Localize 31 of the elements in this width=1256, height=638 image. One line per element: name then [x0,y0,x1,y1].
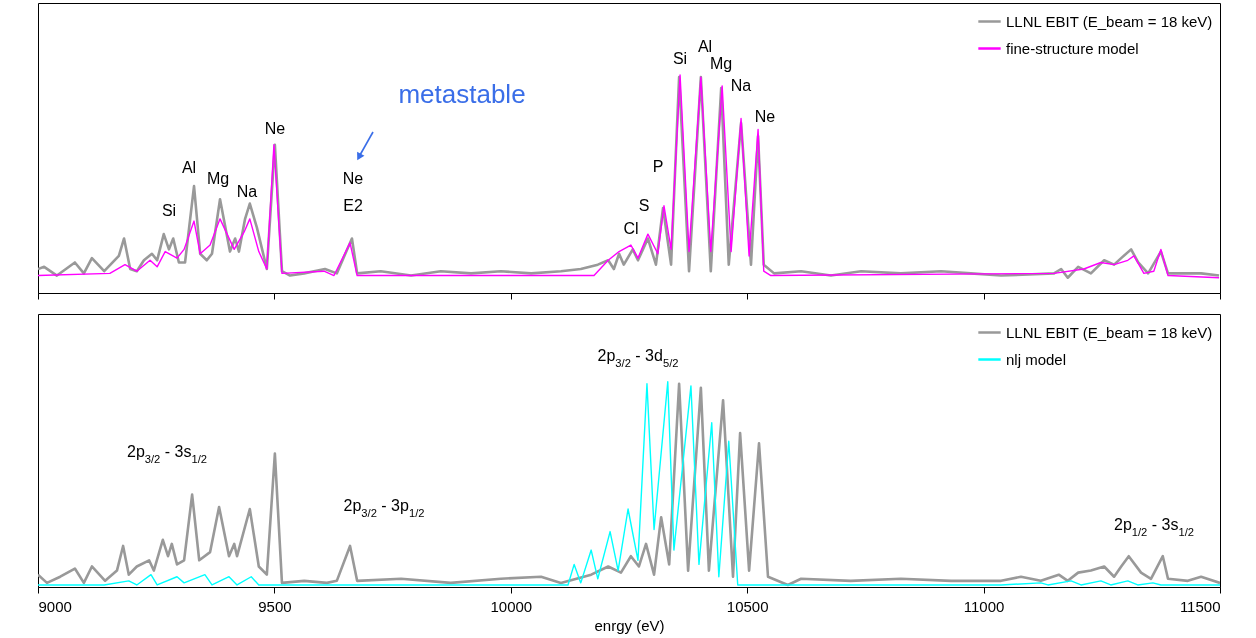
legend-label: fine-structure model [1006,39,1139,57]
annotation: metastable [398,79,526,109]
legend-label: LLNL EBIT (E_beam = 18 keV) [1006,12,1213,30]
x-tick-label: 9500 [258,597,292,615]
annotation: E2 [343,197,363,214]
annotation: Ne [342,170,364,187]
annotation: Cl [623,220,639,237]
annotation: Ne [754,108,776,125]
x-tick-label: 9000 [38,597,72,615]
annotation: Na [236,183,258,200]
x-tick-label: 10000 [490,597,533,615]
annotation: 2p$_{3/2}$ - 3s$_{1/2}$ [126,443,208,465]
x-tick-label: 11500 [1179,597,1221,615]
annotation: Al [181,159,197,176]
text: Si [672,50,688,67]
x-axis-title: enrgy (eV) [594,616,665,634]
annotation: P [652,158,664,175]
annotation: 2p$_{3/2}$ - 3p$_{1/2}$ [343,497,425,519]
text: Al [697,38,713,55]
annotation: Ne [264,120,286,137]
legend-label: LLNL EBIT (E_beam = 18 keV) [1006,323,1213,341]
annotation: Na [730,77,752,94]
annotation: S [638,197,650,214]
x-tick-label: 11000 [963,597,1005,615]
x-tick-label: 10500 [726,597,769,615]
annotation: Si [161,202,177,219]
annotation: 2p$_{1/2}$ - 3s$_{1/2}$ [1113,516,1195,538]
text: 2p$_{3/2}$ - 3d$_{5/2}$ [597,347,679,369]
annotation: Mg [206,170,230,187]
text: Mg [709,55,733,72]
legend-label: nlj model [1006,350,1067,368]
